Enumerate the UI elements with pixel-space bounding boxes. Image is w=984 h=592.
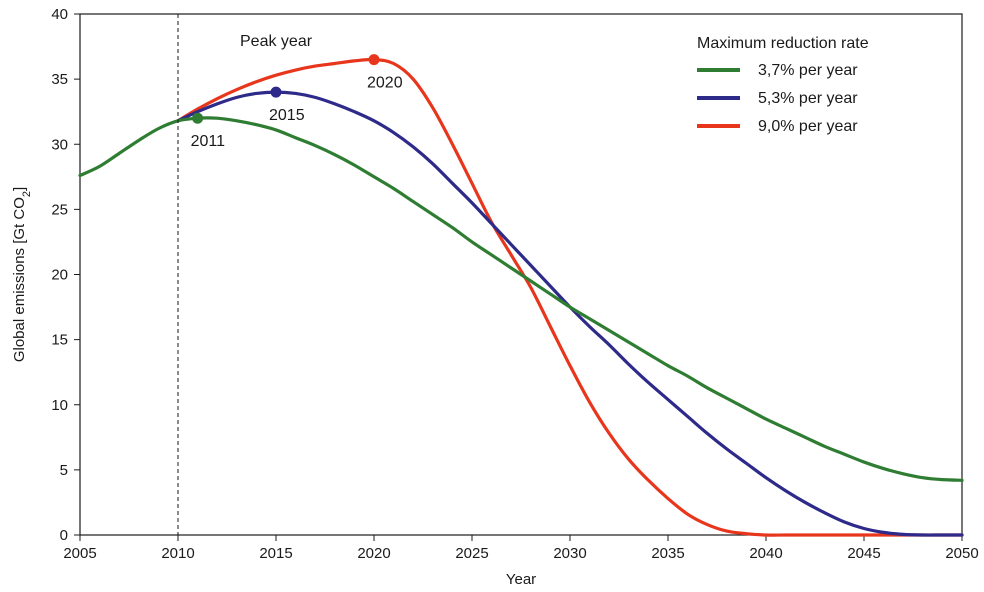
- y-tick-label: 15: [51, 332, 68, 349]
- annotation-layer: 2011 2015 2020: [177, 14, 403, 535]
- peak-marker-0: [192, 112, 204, 124]
- x-tick-label: 2050: [945, 545, 978, 562]
- x-tick-label: 2040: [749, 545, 782, 562]
- peak-marker-1: [270, 86, 282, 98]
- legend: Maximum reduction rate 3,7% per year 5,3%…: [697, 35, 869, 135]
- series-line-1: [176, 90, 964, 537]
- series-line-2: [176, 57, 964, 537]
- legend-entry-0: 3,7% per year: [758, 62, 858, 79]
- legend-entry-2: 9,0% per year: [758, 118, 858, 135]
- y-tick-label: 20: [51, 267, 68, 284]
- legend-title: Maximum reduction rate: [697, 35, 869, 52]
- x-tick-label: 2015: [259, 545, 292, 562]
- y-tick-label: 0: [60, 527, 68, 544]
- y-tick-label: 30: [51, 136, 68, 153]
- x-tick-label: 2010: [161, 545, 194, 562]
- x-tick-label: 2035: [651, 545, 684, 562]
- y-axis-title: Global emissions [Gt CO2]: [11, 187, 33, 362]
- y-axis-title-end: ]: [11, 187, 28, 191]
- y-axis-title-main: Global emissions [Gt CO: [11, 197, 28, 362]
- x-tick-label: 2045: [847, 545, 880, 562]
- x-tick-label: 2005: [63, 545, 96, 562]
- peak-year-label-2: 2020: [367, 75, 403, 92]
- peak-year-label-0: 2011: [191, 133, 226, 150]
- peak-marker-2: [368, 54, 380, 66]
- y-tick-label: 35: [51, 71, 68, 88]
- y-axis-ticks: 0 5 10 15 20 25 30 35 40: [51, 6, 80, 544]
- x-tick-label: 2020: [357, 545, 390, 562]
- x-axis-title: Year: [506, 571, 536, 588]
- series-layer: [78, 57, 964, 537]
- peak-year-label: Peak year: [240, 33, 313, 50]
- y-tick-label: 10: [51, 397, 68, 414]
- y-tick-label: 5: [60, 462, 68, 479]
- y-tick-label: 40: [51, 6, 68, 23]
- x-tick-label: 2030: [553, 545, 586, 562]
- series-line-0: [78, 116, 964, 482]
- y-tick-label: 25: [51, 201, 68, 218]
- legend-entry-1: 5,3% per year: [758, 90, 858, 107]
- peak-year-label-1: 2015: [269, 107, 305, 124]
- x-axis-ticks: 2005 2010 2015 2020 2025 2030 2035 2040 2045 2050: [63, 535, 979, 562]
- y-axis-title-sub: 2: [21, 191, 33, 197]
- x-tick-label: 2025: [455, 545, 488, 562]
